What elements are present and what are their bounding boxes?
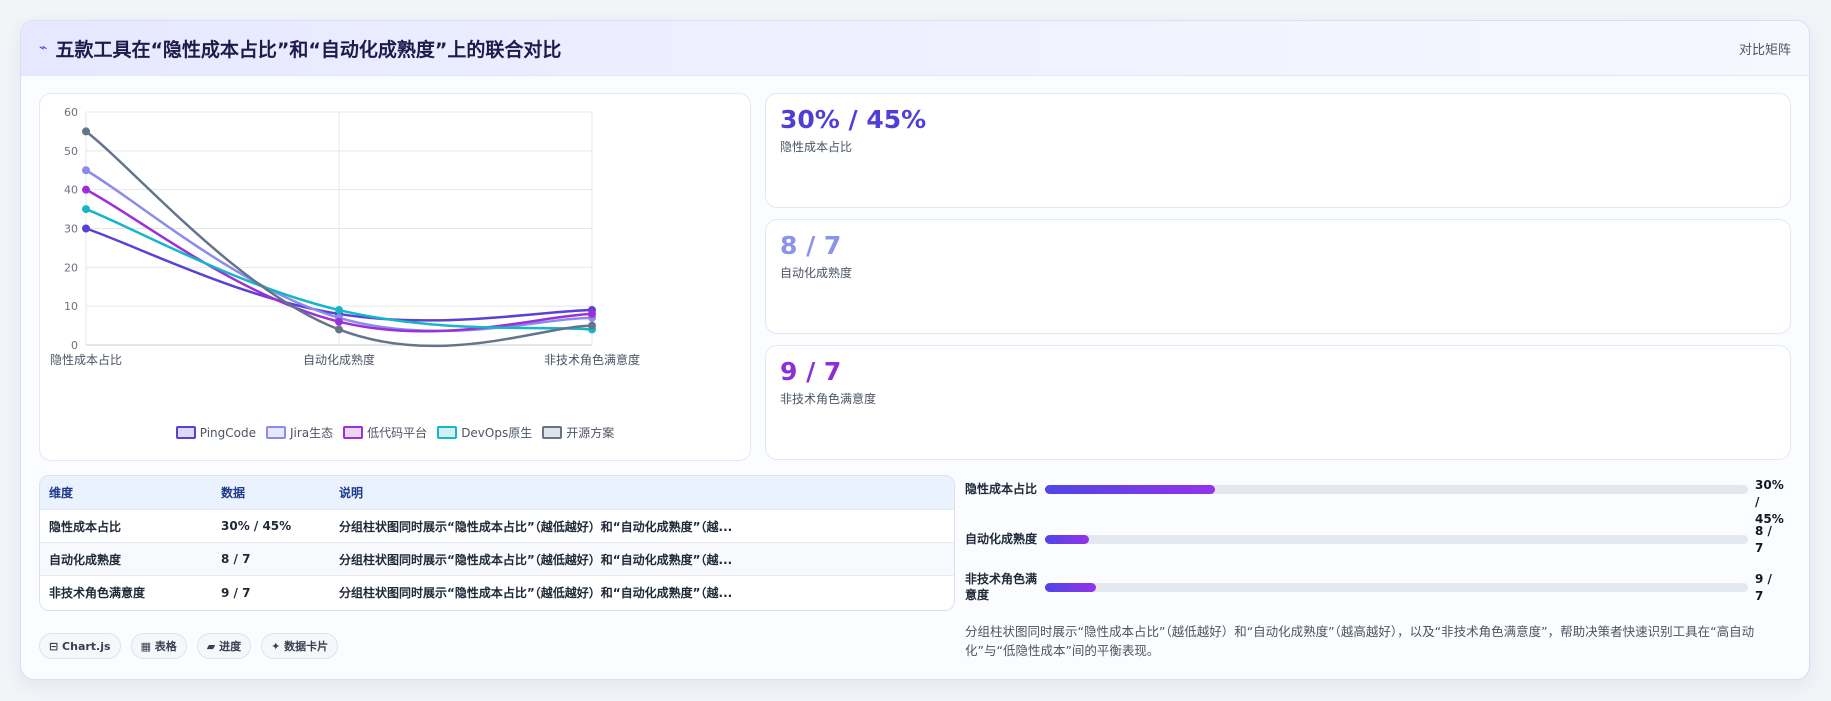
progress-track [1045,583,1748,593]
tag-data-card[interactable]: ✦ 数据卡片 [261,633,339,659]
table-row: 自动化成熟度 8 / 7 分组柱状图同时展示“隐性成本占比”（越低越好）和“自动… [40,543,954,576]
legend-item[interactable]: PingCode [175,424,256,441]
data-point [335,317,343,326]
table-cell: 分组柱状图同时展示“隐性成本占比”（越低越好）和“自动化成熟度”（越... [339,552,733,567]
chart-svg: 0 10 20 30 40 50 60 隐性成本占比 自动化成熟度 非技术角色满意度 [50,106,640,367]
tag-table[interactable]: ▦ 表格 [130,633,187,659]
legend-label: Jira生态 [290,426,334,440]
progress-fill [1045,535,1090,545]
progress-track [1045,485,1748,495]
stat-label: 隐性成本占比 [780,139,853,154]
stat-card-hidden-cost: 30% / 45% 隐性成本占比 [765,93,1791,208]
page-title: 五款工具在“隐性成本占比”和“自动化成熟度”上的联合对比 [55,38,562,61]
legend-swatch [343,426,364,439]
legend-swatch [266,426,286,439]
tag-progress[interactable]: ▰ 进度 [196,633,252,659]
y-tick-label: 30 [64,223,78,236]
progress-value: 8 / 7 [1755,524,1772,555]
table-header-row: 维度 数据 说明 [40,476,954,510]
progress-label: 自动化成熟度 [965,532,1038,546]
y-tick-label: 50 [64,145,78,158]
progress-row: 隐性成本占比 30% / 45% [965,478,1784,526]
legend-item[interactable]: Jira生态 [266,424,333,441]
trend-icon: ⌁ [39,40,48,56]
table-cell: 隐性成本占比 [49,519,122,534]
data-point [82,205,90,214]
table-cell: 9 / 7 [221,585,251,600]
legend-swatch [542,426,563,439]
stat-label: 非技术角色满意度 [780,391,877,406]
progress-label: 隐性成本占比 [965,482,1038,496]
chart-description: 分组柱状图同时展示“隐性成本占比”（越低越好）和“自动化成熟度”（越高越好），以… [965,624,1755,659]
legend-item[interactable]: DevOps原生 [437,424,532,441]
table-cell: 非技术角色满意度 [49,586,146,600]
data-point [335,306,343,315]
table-row: 非技术角色满意度 9 / 7 分组柱状图同时展示“隐性成本占比”（越低越好）和“… [40,576,954,609]
card-header: ⌁ 五款工具在“隐性成本占比”和“自动化成熟度”上的联合对比 对比矩阵 [21,21,1809,76]
table-row: 隐性成本占比 30% / 45% 分组柱状图同时展示“隐性成本占比”（越低越好）… [40,510,954,543]
stat-card-automation: 8 / 7 自动化成熟度 [765,219,1791,334]
data-point [588,309,596,318]
data-point [82,224,90,233]
table-cell: 分组柱状图同时展示“隐性成本占比”（越低越好）和“自动化成熟度”（越... [339,519,733,534]
feature-tags: ⊟ Chart.js ▦ 表格 ▰ 进度 ✦ 数据卡片 [39,633,339,659]
matrix-link[interactable]: 对比矩阵 [1738,42,1791,58]
data-point [82,127,90,136]
tag-chartjs[interactable]: ⊟ Chart.js [39,633,121,659]
x-tick-label: 非技术角色满意度 [544,352,640,367]
y-tick-label: 40 [64,184,78,197]
stat-value: 9 / 7 [780,357,842,386]
progress-value: 30% / 45% [1755,478,1784,526]
stat-value: 30% / 45% [780,105,927,134]
data-point [82,185,90,194]
y-tick-label: 10 [64,300,78,313]
table-cell: 分组柱状图同时展示“隐性成本占比”（越低越好）和“自动化成熟度”（越... [339,586,733,600]
chart-legend: PingCode Jira生态 低代码平台 DevOps原生 开源方案 [40,424,750,441]
y-tick-label: 60 [64,106,78,119]
legend-label: DevOps原生 [461,426,533,440]
progress-track [1045,535,1748,545]
data-point [588,321,596,330]
legend-label: 开源方案 [566,426,615,440]
table-cell: 自动化成熟度 [49,552,122,567]
legend-item[interactable]: 开源方案 [542,424,614,441]
table-cell: 8 / 7 [221,552,251,566]
stat-card-satisfaction: 9 / 7 非技术角色满意度 [765,345,1791,460]
legend-swatch [175,426,196,439]
table-cell: 30% / 45% [221,519,292,533]
stat-label: 自动化成熟度 [780,265,853,280]
progress-row: 非技术角色满意度 9 / 7 [965,572,1775,603]
progress-fill [1045,583,1096,593]
x-tick-label: 隐性成本占比 [50,352,122,367]
legend-label: 低代码平台 [367,426,428,440]
progress-label: 非技术角色满意度 [965,572,1038,602]
stat-value: 8 / 7 [780,231,842,260]
column-header: 说明 [339,486,364,500]
y-tick-label: 0 [71,339,78,352]
legend-item[interactable]: 低代码平台 [343,424,427,441]
y-tick-label: 20 [64,261,78,274]
data-table: 维度 数据 说明 隐性成本占比 30% / 45% 分组柱状图同时展示“隐性成本… [39,475,955,611]
line-chart: 0 10 20 30 40 50 60 隐性成本占比 自动化成熟度 非技术角色满意度 PingCo… [39,93,751,461]
legend-label: PingCode [199,425,256,440]
progress-row: 自动化成熟度 8 / 7 [965,524,1775,555]
column-header: 维度 [49,486,74,500]
data-point [82,166,90,175]
x-tick-label: 自动化成熟度 [303,352,375,367]
data-point [335,325,343,334]
legend-swatch [437,426,458,439]
progress-fill [1045,485,1216,495]
column-header: 数据 [221,486,246,500]
progress-value: 9 / 7 [1755,571,1772,603]
